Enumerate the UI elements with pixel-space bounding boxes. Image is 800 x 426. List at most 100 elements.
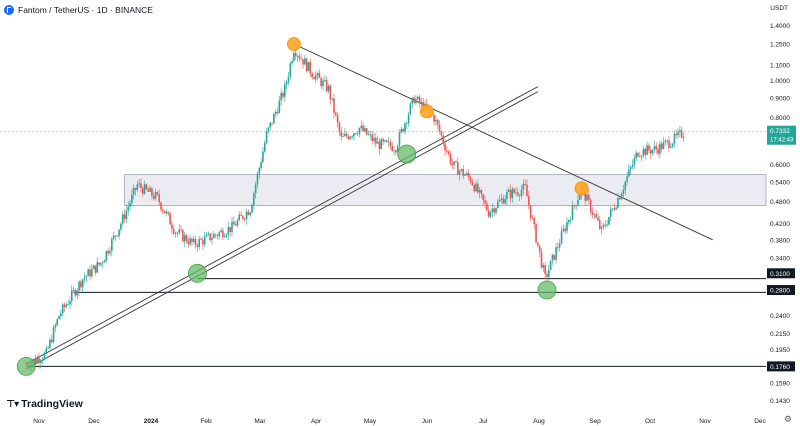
price-axis: 1.4000 1.2500 1.1000 1.0000 0.9000 0.8000 0.60… (767, 23, 796, 405)
candle-body (608, 216, 610, 225)
candle-body (633, 157, 636, 165)
candle-body (203, 236, 206, 245)
candle-body (502, 198, 505, 204)
candle-body (218, 232, 221, 237)
candle-body (628, 169, 630, 177)
candle-body (557, 247, 559, 249)
candle-body (205, 234, 208, 237)
candle-body (138, 183, 140, 185)
candle-body (451, 163, 454, 166)
candle-body (378, 141, 381, 150)
candle-body (467, 173, 470, 178)
candle-body (282, 92, 284, 97)
tradingview-logo[interactable]: ⊤▾ TradingView (6, 398, 83, 410)
candle-body (677, 131, 679, 136)
candle-body (165, 211, 168, 214)
candle-body (227, 227, 230, 235)
candle-body (571, 205, 574, 220)
candle-body (553, 254, 556, 260)
candle-body (469, 177, 472, 183)
candle-body (365, 128, 368, 135)
candle-body (389, 141, 392, 147)
candle-body (134, 187, 137, 191)
candle-body (158, 194, 160, 203)
pivot-low-marker (537, 280, 557, 300)
candle-body (271, 122, 273, 124)
candle-body (143, 184, 146, 194)
candle-body (659, 143, 661, 154)
candle-body (296, 55, 299, 57)
candle-body (309, 62, 312, 74)
candle-body (236, 220, 239, 226)
candle-body (187, 241, 190, 245)
candle-body (289, 63, 292, 77)
candle-body (564, 228, 566, 232)
candle-body (344, 133, 346, 137)
brand-name: TradingView (21, 398, 83, 410)
candle-body (94, 265, 97, 273)
candle-body (396, 146, 399, 153)
candle-body (509, 189, 512, 199)
candle-body (462, 168, 465, 176)
candle-body (320, 78, 323, 87)
candle-body (265, 131, 268, 143)
candle-body (668, 140, 670, 148)
candle-body (642, 148, 645, 156)
symbol-title[interactable]: Fantom / TetherUS · 1D · BINANCE (18, 5, 153, 15)
candle-body (555, 247, 557, 260)
y-tick-label: 0.3800 (770, 237, 790, 244)
candle-body (391, 146, 394, 151)
candle-body (657, 149, 659, 154)
candle-body (54, 325, 57, 328)
candle-body (622, 189, 625, 194)
candle-body (624, 181, 627, 190)
y-tick-label: 1.0000 (770, 78, 790, 85)
candle-body (384, 140, 386, 142)
candle-body (575, 205, 577, 207)
candle-body (466, 173, 468, 175)
candle-body (584, 188, 587, 201)
candle-body (40, 361, 42, 363)
pivot-low-marker (188, 263, 207, 283)
candle-body (322, 80, 324, 87)
candle-body (609, 209, 612, 217)
candle-body (573, 205, 576, 206)
candle-body (60, 313, 62, 316)
candle-body (517, 192, 519, 196)
y-tick-label: 0.3400 (770, 256, 790, 263)
candle-body (256, 173, 259, 185)
x-tick-label: Aug (533, 418, 545, 425)
gear-icon[interactable]: ⚙ (783, 414, 792, 424)
candle-body (123, 214, 126, 220)
candle-body (78, 281, 80, 291)
candle-body (611, 208, 614, 210)
candle-body (569, 219, 572, 221)
candle-body (329, 85, 332, 100)
candle-body (480, 189, 483, 195)
candle-body (644, 148, 647, 155)
candle-body (196, 245, 199, 248)
candlesticks (25, 47, 685, 373)
candle-body (515, 192, 517, 194)
candle-body (460, 168, 463, 171)
candle-body (211, 238, 213, 241)
y-tick-label: 0.2400 (770, 313, 790, 320)
candle-body (45, 348, 48, 353)
candle-body (629, 167, 632, 170)
candle-body (287, 76, 290, 82)
candle-body (447, 151, 450, 154)
x-tick-label: May (364, 418, 377, 425)
candle-body (120, 223, 122, 230)
currency-label[interactable]: USDT (770, 5, 788, 12)
y-tick-label: 0.9000 (770, 96, 790, 103)
candle-body (273, 113, 275, 124)
candle-body (679, 130, 681, 132)
candle-body (132, 187, 135, 195)
candle-body (420, 102, 423, 104)
candle-body (589, 199, 592, 212)
candle-body (76, 290, 79, 296)
candle-body (112, 235, 115, 239)
candle-body (415, 98, 417, 104)
candle-body (114, 235, 117, 237)
